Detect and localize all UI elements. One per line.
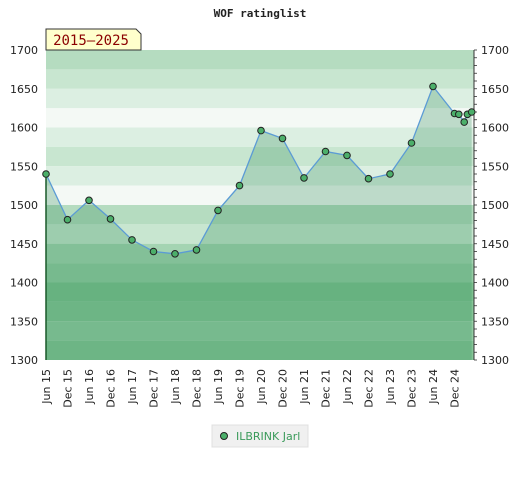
chart-title: WOF ratinglist xyxy=(214,7,307,20)
band-1625 xyxy=(46,88,474,109)
data-point-4 xyxy=(128,236,136,244)
period-label-box: 2015–2025 xyxy=(45,28,142,51)
band-1475 xyxy=(46,205,474,225)
x-tick-3: Dec 16 xyxy=(105,369,118,408)
legend: ILBRINK Jarl xyxy=(211,424,309,448)
data-point-14 xyxy=(343,151,351,160)
data-point-1 xyxy=(63,215,72,224)
background-bands xyxy=(46,50,474,360)
data-point-23 xyxy=(467,108,476,116)
data-point-2 xyxy=(85,196,93,205)
band-1550 xyxy=(46,146,474,167)
band-1675 xyxy=(46,50,474,70)
y-tick-right-1300: 1300 xyxy=(481,354,509,367)
y-tick-left-1600: 1600 xyxy=(10,122,38,135)
x-tick-6: Jun 18 xyxy=(169,369,182,405)
band-1650 xyxy=(46,69,474,89)
data-point-3 xyxy=(106,215,115,223)
data-point-12 xyxy=(300,174,308,182)
rating-points xyxy=(42,82,476,258)
x-tick-7: Dec 18 xyxy=(191,369,204,408)
legend-marker xyxy=(220,432,228,440)
data-point-5 xyxy=(149,247,158,256)
x-tick-18: Jun 24 xyxy=(427,369,440,405)
x-tick-12: Jun 21 xyxy=(298,369,311,405)
data-point-15 xyxy=(364,174,373,183)
x-tick-19: Dec 24 xyxy=(449,369,462,408)
x-tick-15: Dec 22 xyxy=(363,369,376,408)
band-1350 xyxy=(46,301,474,322)
band-1400 xyxy=(46,263,474,283)
y-tick-left-1400: 1400 xyxy=(10,277,38,290)
band-1600 xyxy=(46,108,474,128)
axes xyxy=(45,49,477,361)
band-1450 xyxy=(46,224,474,244)
data-point-10 xyxy=(257,126,265,135)
data-point-7 xyxy=(192,246,201,254)
y-tick-left-1550: 1550 xyxy=(10,160,38,173)
x-tick-1: Dec 15 xyxy=(62,369,75,408)
legend-series-name: ILBRINK Jarl xyxy=(236,430,300,443)
y-tick-right-1500: 1500 xyxy=(481,199,509,212)
band-1300 xyxy=(46,340,474,360)
data-point-11 xyxy=(278,134,287,143)
x-tick-13: Dec 21 xyxy=(320,369,333,408)
x-tick-14: Jun 22 xyxy=(341,369,354,405)
band-1575 xyxy=(46,127,474,147)
x-axis-ticks: Jun 15 Dec 15 Jun 16 Dec 16 Jun 17 Dec 17 Jun … xyxy=(40,369,462,408)
data-point-13 xyxy=(321,147,330,156)
y-tick-right-1350: 1350 xyxy=(481,315,509,328)
y-tick-left-1300: 1300 xyxy=(10,354,38,367)
y-axis-right-ticks: 1300 1350 1400 1450 1500 1550 1600 1650 1700 xyxy=(481,44,509,367)
data-point-20 xyxy=(455,110,463,119)
y-tick-right-1550: 1550 xyxy=(481,160,509,173)
x-tick-17: Dec 23 xyxy=(406,369,419,408)
area-fill xyxy=(46,86,472,361)
x-tick-5: Dec 17 xyxy=(148,369,161,408)
y-tick-left-1650: 1650 xyxy=(10,83,38,96)
x-tick-11: Dec 20 xyxy=(277,369,290,408)
data-point-17 xyxy=(407,139,416,147)
x-tick-16: Jun 23 xyxy=(384,369,397,405)
y-tick-right-1400: 1400 xyxy=(481,277,509,290)
x-tick-8: Jun 19 xyxy=(212,369,225,405)
y-tick-left-1700: 1700 xyxy=(10,44,38,57)
x-tick-2: Jun 16 xyxy=(83,369,96,405)
y-tick-left-1500: 1500 xyxy=(10,199,38,212)
x-tick-9: Dec 19 xyxy=(234,369,247,408)
band-1375 xyxy=(46,282,474,302)
band-1500 xyxy=(46,185,474,205)
data-point-21 xyxy=(460,118,469,126)
y-tick-left-1450: 1450 xyxy=(10,238,38,251)
y-tick-right-1700: 1700 xyxy=(481,44,509,57)
y-tick-right-1650: 1650 xyxy=(481,83,509,96)
data-point-16 xyxy=(386,170,394,178)
data-point-6 xyxy=(171,250,179,258)
data-point-18 xyxy=(429,82,437,91)
x-tick-10: Jun 20 xyxy=(255,369,268,405)
x-tick-4: Jun 17 xyxy=(126,369,139,405)
y-tick-left-1350: 1350 xyxy=(10,315,38,328)
period-label: 2015–2025 xyxy=(53,33,129,49)
data-point-8 xyxy=(214,206,222,215)
data-point-9 xyxy=(235,181,244,190)
y-axis-left-ticks: 1300 1350 1400 1450 1500 1550 1600 1650 1700 xyxy=(10,44,38,367)
y-tick-right-1600: 1600 xyxy=(481,122,509,135)
band-1325 xyxy=(46,321,474,341)
x-tick-0: Jun 15 xyxy=(40,369,53,405)
data-point-0 xyxy=(42,170,50,178)
y-tick-right-1450: 1450 xyxy=(481,238,509,251)
